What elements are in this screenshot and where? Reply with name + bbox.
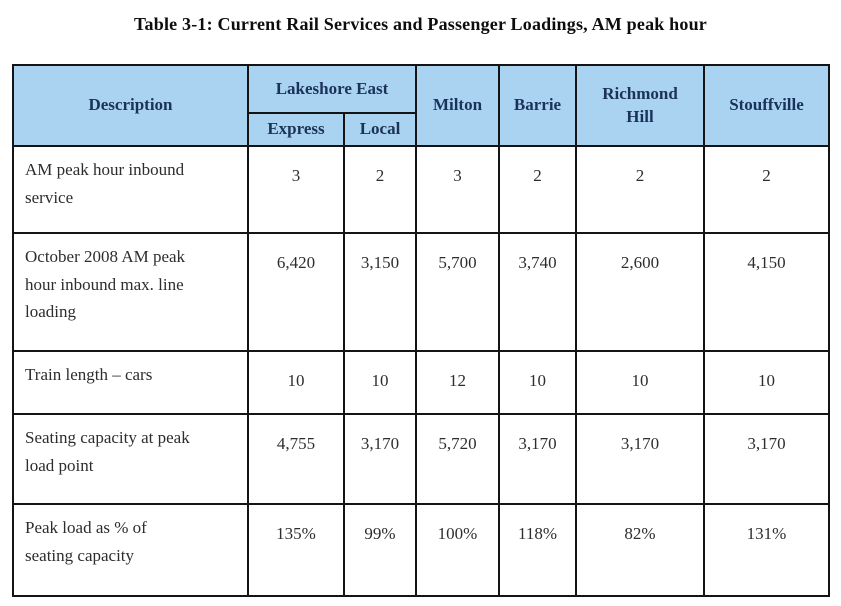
table-cell: 6,420 (247, 232, 345, 352)
table-cell: 3,170 (575, 413, 705, 505)
table-caption: Table 3-1: Current Rail Services and Pas… (133, 14, 707, 34)
table-cell: 135% (247, 503, 345, 597)
col-header-richmond-hill: Richmond Hill (575, 64, 705, 147)
table-cell: 2 (703, 145, 830, 234)
table-row: Seating capacity at peak load point 4,75… (12, 413, 830, 505)
table-row: October 2008 AM peak hour inbound max. l… (12, 232, 830, 352)
table-row: Peak load as % of seating capacity 135% … (12, 503, 830, 597)
row-label: Seating capacity at peak load point (12, 413, 249, 505)
table-cell: 5,720 (415, 413, 500, 505)
table-cell: 3,150 (343, 232, 417, 352)
col-header-description: Description (12, 64, 249, 147)
table-cell: 10 (247, 350, 345, 415)
table-cell: 131% (703, 503, 830, 597)
table-row: AM peak hour inbound service 3 2 3 2 2 2 (12, 145, 830, 234)
col-header-local: Local (343, 112, 417, 147)
table-cell: 100% (415, 503, 500, 597)
table-cell: 4,150 (703, 232, 830, 352)
table-cell: 10 (498, 350, 577, 415)
table-cell: 10 (703, 350, 830, 415)
col-header-express: Express (247, 112, 345, 147)
row-label: October 2008 AM peak hour inbound max. l… (12, 232, 249, 352)
table-cell: 12 (415, 350, 500, 415)
table-cell: 5,700 (415, 232, 500, 352)
table-cell: 2 (575, 145, 705, 234)
col-header-milton: Milton (415, 64, 500, 147)
table-cell: 3,170 (343, 413, 417, 505)
col-group-header-lakeshore-east: Lakeshore East (247, 64, 417, 114)
row-label: AM peak hour inbound service (12, 145, 249, 234)
table-cell: 2 (498, 145, 577, 234)
table-cell: 3,170 (703, 413, 830, 505)
table-cell: 3 (247, 145, 345, 234)
table-cell: 3,740 (498, 232, 577, 352)
table-cell: 10 (343, 350, 417, 415)
table-cell: 3 (415, 145, 500, 234)
row-label: Train length – cars (12, 350, 249, 415)
table-cell: 2,600 (575, 232, 705, 352)
table-cell: 82% (575, 503, 705, 597)
table-cell: 118% (498, 503, 577, 597)
col-header-stouffville: Stouffville (703, 64, 830, 147)
table-cell: 4,755 (247, 413, 345, 505)
table-row: Train length – cars 10 10 12 10 10 10 (12, 350, 830, 415)
table-cell: 10 (575, 350, 705, 415)
row-label: Peak load as % of seating capacity (12, 503, 249, 597)
col-header-barrie: Barrie (498, 64, 577, 147)
table-cell: 99% (343, 503, 417, 597)
table-cell: 3,170 (498, 413, 577, 505)
table-cell: 2 (343, 145, 417, 234)
rail-services-table: Description Lakeshore East Milton Barrie… (12, 64, 830, 597)
